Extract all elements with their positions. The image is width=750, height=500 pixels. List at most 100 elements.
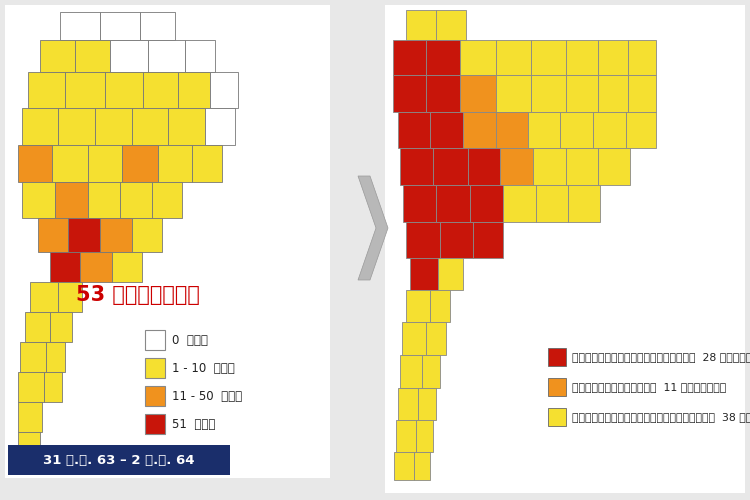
Polygon shape bbox=[396, 420, 416, 452]
Polygon shape bbox=[416, 420, 433, 452]
Polygon shape bbox=[628, 40, 656, 75]
Polygon shape bbox=[105, 72, 143, 108]
Polygon shape bbox=[440, 222, 473, 258]
Polygon shape bbox=[496, 112, 528, 148]
Polygon shape bbox=[496, 75, 531, 112]
Polygon shape bbox=[422, 355, 440, 388]
Polygon shape bbox=[120, 182, 152, 218]
Polygon shape bbox=[152, 182, 182, 218]
Polygon shape bbox=[410, 258, 438, 290]
Polygon shape bbox=[500, 148, 533, 185]
Polygon shape bbox=[100, 12, 140, 40]
Polygon shape bbox=[430, 112, 463, 148]
Polygon shape bbox=[393, 40, 426, 75]
Text: 11 - 50  ราย: 11 - 50 ราย bbox=[172, 390, 242, 402]
Polygon shape bbox=[414, 452, 430, 480]
Polygon shape bbox=[426, 322, 446, 355]
Bar bbox=[548, 408, 566, 426]
Polygon shape bbox=[110, 40, 148, 72]
Polygon shape bbox=[65, 72, 105, 108]
Polygon shape bbox=[20, 342, 46, 372]
Polygon shape bbox=[436, 10, 466, 40]
Polygon shape bbox=[28, 72, 65, 108]
Polygon shape bbox=[566, 40, 598, 75]
Text: พื้นที่ควบคุม  11 จังหวัด: พื้นที่ควบคุม 11 จังหวัด bbox=[572, 382, 726, 392]
Polygon shape bbox=[88, 182, 120, 218]
Text: 53 จังหวัด: 53 จังหวัด bbox=[76, 285, 200, 305]
Polygon shape bbox=[406, 10, 436, 40]
Polygon shape bbox=[496, 40, 531, 75]
Polygon shape bbox=[438, 258, 463, 290]
Polygon shape bbox=[628, 75, 656, 112]
Polygon shape bbox=[132, 108, 168, 145]
Polygon shape bbox=[60, 12, 100, 40]
Polygon shape bbox=[58, 108, 95, 145]
Polygon shape bbox=[470, 185, 503, 222]
Polygon shape bbox=[68, 218, 100, 252]
Polygon shape bbox=[40, 40, 75, 72]
Polygon shape bbox=[406, 290, 430, 322]
Polygon shape bbox=[400, 148, 433, 185]
Bar bbox=[145, 358, 165, 378]
Polygon shape bbox=[158, 145, 192, 182]
Polygon shape bbox=[18, 432, 40, 458]
Polygon shape bbox=[358, 176, 388, 280]
Polygon shape bbox=[400, 355, 422, 388]
Bar bbox=[145, 414, 165, 434]
Polygon shape bbox=[402, 322, 426, 355]
Polygon shape bbox=[398, 112, 430, 148]
Polygon shape bbox=[394, 452, 414, 480]
Polygon shape bbox=[50, 252, 80, 282]
Polygon shape bbox=[430, 290, 450, 322]
Bar bbox=[5, 5, 330, 478]
Bar bbox=[145, 386, 165, 406]
Polygon shape bbox=[185, 40, 215, 72]
Polygon shape bbox=[112, 252, 142, 282]
Polygon shape bbox=[393, 75, 426, 112]
Text: 51  ราย: 51 ราย bbox=[172, 418, 215, 430]
Polygon shape bbox=[531, 40, 566, 75]
Polygon shape bbox=[50, 312, 72, 342]
Polygon shape bbox=[58, 282, 82, 312]
Text: พื้นที่เฝ้าระวังสูงสุด  38 จังหวัด: พื้นที่เฝ้าระวังสูงสุด 38 จังหวัด bbox=[572, 412, 750, 422]
Polygon shape bbox=[132, 218, 162, 252]
Polygon shape bbox=[528, 112, 560, 148]
Polygon shape bbox=[560, 112, 593, 148]
Polygon shape bbox=[566, 148, 598, 185]
Polygon shape bbox=[192, 145, 222, 182]
Polygon shape bbox=[473, 222, 503, 258]
Polygon shape bbox=[75, 40, 110, 72]
Polygon shape bbox=[210, 72, 238, 108]
Text: 1 - 10  ราย: 1 - 10 ราย bbox=[172, 362, 235, 374]
Bar bbox=[385, 5, 745, 493]
Bar bbox=[145, 330, 165, 350]
Polygon shape bbox=[38, 218, 68, 252]
Polygon shape bbox=[598, 148, 630, 185]
Polygon shape bbox=[418, 388, 436, 420]
Polygon shape bbox=[168, 108, 205, 145]
Polygon shape bbox=[52, 145, 88, 182]
Polygon shape bbox=[205, 108, 235, 145]
Polygon shape bbox=[531, 75, 566, 112]
Polygon shape bbox=[100, 218, 132, 252]
Polygon shape bbox=[122, 145, 158, 182]
Polygon shape bbox=[55, 182, 88, 218]
Polygon shape bbox=[503, 185, 536, 222]
Polygon shape bbox=[140, 12, 175, 40]
Polygon shape bbox=[436, 185, 470, 222]
Polygon shape bbox=[568, 185, 600, 222]
Polygon shape bbox=[426, 40, 460, 75]
Polygon shape bbox=[95, 108, 132, 145]
Polygon shape bbox=[463, 112, 496, 148]
Polygon shape bbox=[18, 145, 52, 182]
Polygon shape bbox=[566, 75, 598, 112]
Bar bbox=[8, 445, 230, 475]
Polygon shape bbox=[143, 72, 178, 108]
Polygon shape bbox=[468, 148, 500, 185]
Polygon shape bbox=[626, 112, 656, 148]
Polygon shape bbox=[398, 388, 418, 420]
Polygon shape bbox=[403, 185, 436, 222]
Polygon shape bbox=[598, 75, 628, 112]
Polygon shape bbox=[18, 372, 44, 402]
Polygon shape bbox=[406, 222, 440, 258]
